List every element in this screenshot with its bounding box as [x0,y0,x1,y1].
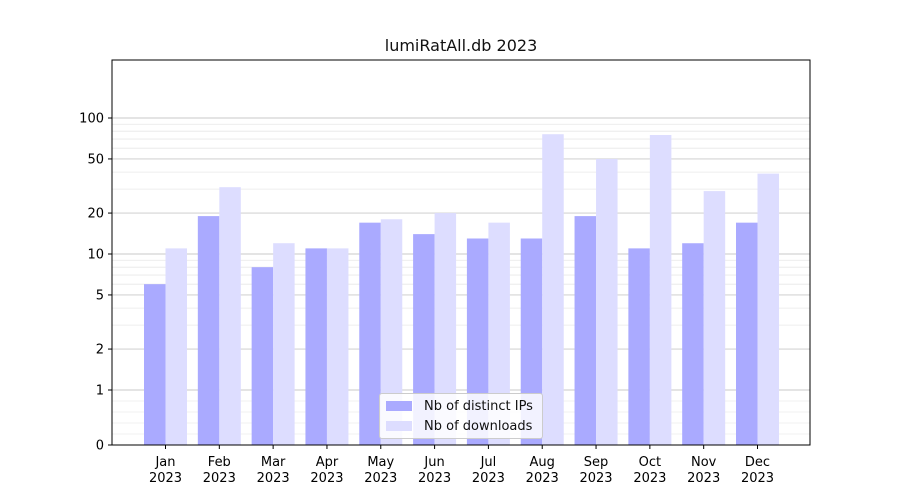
bar-downloads [596,158,618,446]
bar-distinct-ips [144,284,166,445]
y-tick-label: 100 [79,112,104,127]
bar-downloads [542,134,564,445]
bar-distinct-ips [413,234,435,445]
x-tick-label-month: Apr [316,455,339,470]
x-tick-label-month: Mar [261,455,286,470]
legend: Nb of distinct IPs Nb of downloads [379,393,543,439]
x-tick-label-month: Feb [208,455,231,470]
x-tick-label-month: Aug [530,455,555,470]
x-tick-label-month: Sep [584,455,609,470]
bar-distinct-ips [628,248,650,445]
axes-frame [111,59,811,446]
bar-distinct-ips [305,248,327,445]
legend-label-distinct-ips: Nb of distinct IPs [424,398,533,414]
bar-distinct-ips [251,267,274,445]
bar-distinct-ips [574,216,597,445]
x-tick-label-year: 2023 [526,471,559,486]
legend-label-downloads: Nb of downloads [424,418,533,434]
x-tick-label-year: 2023 [310,471,343,486]
x-tick-label-month: Jun [423,455,444,470]
y-tick-label: 0 [96,439,104,454]
bar-downloads [380,219,403,445]
legend-item-distinct-ips: Nb of distinct IPs [386,398,533,414]
bar-distinct-ips [197,216,220,445]
chart-title: lumiRatAll.db 2023 [384,36,538,55]
bar-downloads [219,187,241,445]
legend-swatch-distinct-ips [386,401,412,411]
y-tick-label: 1 [96,384,104,399]
x-tick-label-month: Dec [745,455,770,470]
x-tick-label-month: Jul [480,455,497,470]
bar-downloads [165,248,187,445]
y-tick-label: 20 [87,207,104,222]
x-tick-label-month: Oct [639,455,661,470]
x-tick-label-year: 2023 [418,471,451,486]
x-tick-label-year: 2023 [257,471,290,486]
bar-downloads [326,248,349,445]
legend-item-downloads: Nb of downloads [386,418,532,434]
y-tick-label: 10 [87,248,104,263]
bar-downloads [488,222,510,445]
x-tick-label-year: 2023 [687,471,720,486]
bar-downloads [273,243,295,445]
x-tick-label-year: 2023 [203,471,236,486]
bar-downloads [757,173,779,445]
legend-swatch-downloads [386,421,412,431]
x-tick-label-year: 2023 [472,471,505,486]
x-tick-label-year: 2023 [149,471,182,486]
x-tick-label-year: 2023 [633,471,666,486]
x-tick-label-month: Jan [154,455,175,470]
bar-downloads [649,134,672,445]
x-tick-label-year: 2023 [741,471,774,486]
y-tick-label: 5 [96,288,104,303]
x-tick-label-year: 2023 [364,471,397,486]
bar-distinct-ips [682,243,704,445]
y-tick-label: 2 [96,343,104,358]
bar-distinct-ips [359,222,381,445]
x-tick-label-year: 2023 [579,471,612,486]
x-tick-label-month: May [367,455,394,470]
bar-downloads [703,191,726,445]
x-tick-label-month: Nov [691,455,717,470]
bar-downloads [434,213,457,445]
y-tick-label: 50 [87,152,104,167]
bar-distinct-ips [736,222,758,445]
